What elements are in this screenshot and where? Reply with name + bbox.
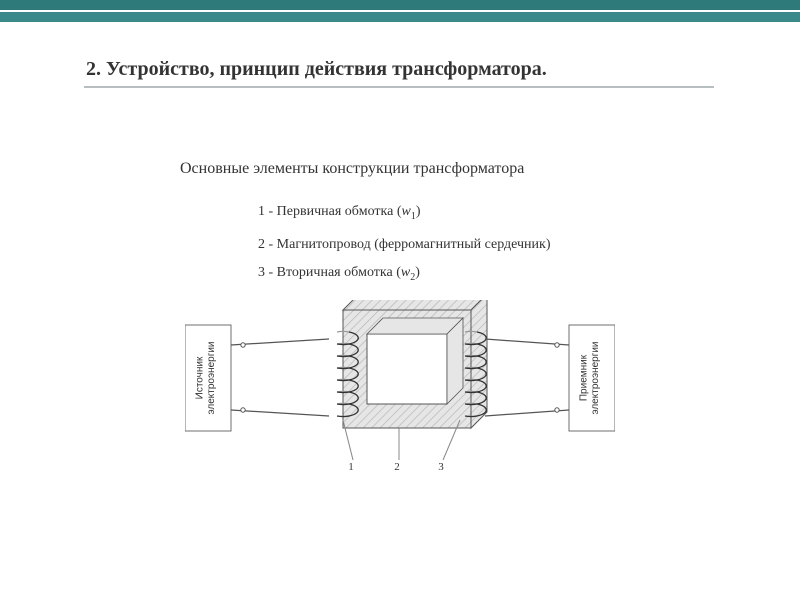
title-rule (84, 86, 714, 88)
legend: 1 - Первичная обмотка (w1)2 - Магнитопро… (258, 198, 551, 292)
header-bars (0, 0, 800, 28)
svg-text:2: 2 (394, 461, 400, 473)
legend-item: 1 - Первичная обмотка (w1) (258, 198, 551, 231)
legend-item: 2 - Магнитопровод (ферромагнитный сердеч… (258, 231, 551, 259)
transformer-figure: Источникэлектроэнергии Приемникэлектроэне… (185, 300, 615, 500)
legend-item: 3 - Вторичная обмотка (w2) (258, 259, 551, 292)
svg-text:1: 1 (348, 461, 354, 473)
core (343, 300, 487, 428)
header-bar (0, 12, 800, 22)
source-box: Источникэлектроэнергии (185, 325, 231, 431)
transformer-svg: Источникэлектроэнергии Приемникэлектроэне… (185, 300, 615, 500)
subtitle: Основные элементы конструкции трансформа… (180, 160, 524, 178)
receiver-box: Приемникэлектроэнергии (569, 325, 615, 431)
page-title: 2. Устройство, принцип действия трансфор… (86, 58, 547, 81)
header-bar (0, 0, 800, 10)
svg-text:3: 3 (438, 461, 444, 473)
